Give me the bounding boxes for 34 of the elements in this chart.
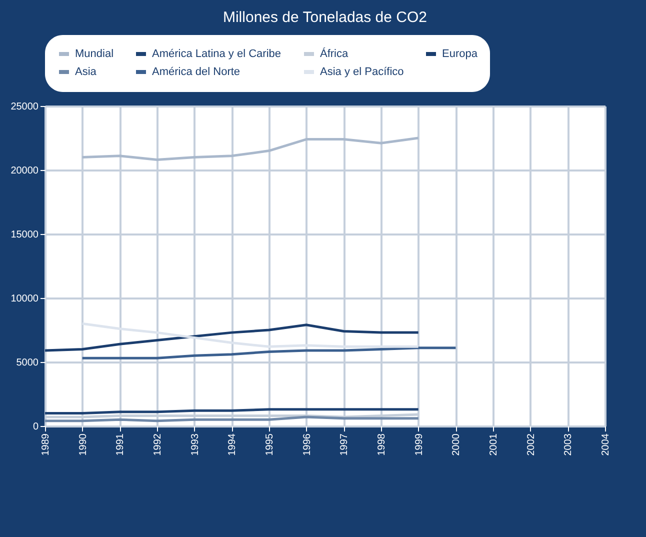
- legend-label: África: [320, 47, 349, 60]
- x-tick-label: 1999: [414, 433, 425, 456]
- x-tick-label: 1998: [376, 433, 388, 456]
- legend-label: Asia: [75, 66, 98, 78]
- line-series: [81, 322, 420, 348]
- x-tick-label: 1997: [339, 433, 350, 456]
- x-tick-label: 2001: [488, 433, 500, 456]
- x-tick-label: 1989: [40, 433, 52, 456]
- chart-title: Millones de Toneladas de CO2: [222, 9, 428, 26]
- line-series: [44, 324, 420, 352]
- x-tick-label: 1993: [190, 433, 201, 456]
- x-tick-label: 2000: [451, 433, 462, 456]
- legend-label: América del Norte: [152, 66, 240, 78]
- line-series: [81, 346, 457, 360]
- x-tick-label: 1990: [78, 433, 89, 456]
- x-tick-label: 1996: [302, 433, 313, 456]
- x-tick-label: 1991: [115, 433, 126, 456]
- y-tick-label: 10000: [10, 294, 39, 304]
- line-series: [81, 136, 420, 162]
- legend-label: Asia y el Pacífico: [320, 66, 404, 78]
- legend-label: América Latina y el Caribe: [152, 48, 282, 60]
- y-tick-label: 15000: [10, 230, 39, 240]
- x-tick-label: 1992: [152, 433, 164, 456]
- y-tick-label: 25000: [10, 102, 39, 112]
- x-tick-label: 1995: [264, 433, 276, 456]
- x-tick-label: 1994: [227, 433, 238, 456]
- y-tick-label: 20000: [10, 166, 39, 176]
- legend-label: Mundial: [75, 48, 114, 60]
- x-tick-label: 2002: [526, 433, 537, 456]
- legend-label: Europa: [442, 48, 478, 60]
- x-tick-label: 2004: [600, 433, 612, 456]
- x-tick-label: 2003: [563, 433, 574, 456]
- y-tick-label: 0: [32, 422, 39, 432]
- y-tick-label: 5000: [16, 358, 39, 368]
